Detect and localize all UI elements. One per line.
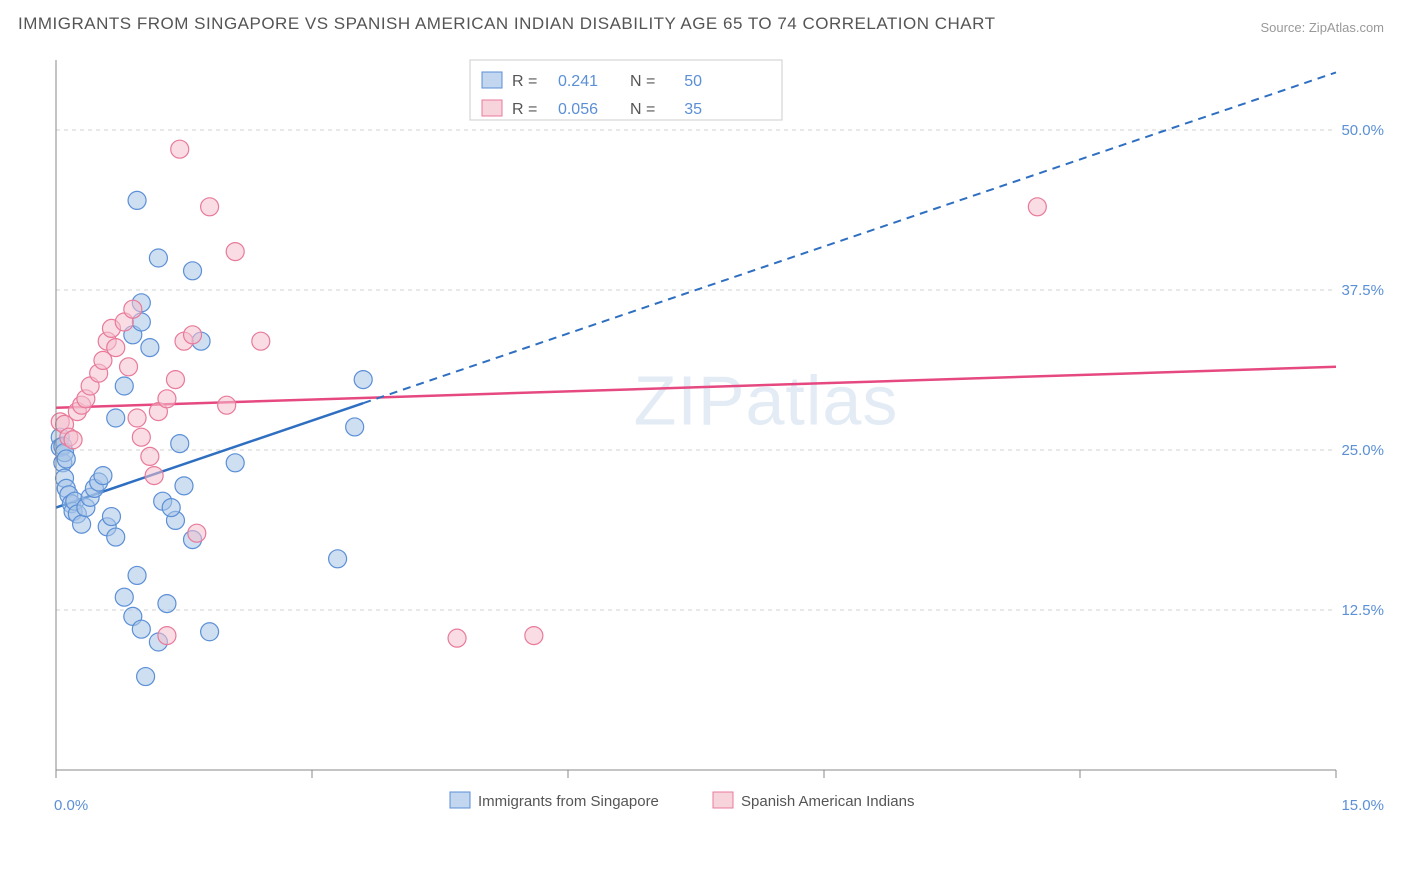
point-singapore [162, 499, 180, 517]
x-tick-label: 15.0% [1341, 797, 1384, 814]
legend-swatch-singapore [482, 72, 502, 88]
point-spanish [171, 140, 189, 158]
point-spanish [158, 627, 176, 645]
point-spanish [218, 396, 236, 414]
point-spanish [188, 524, 206, 542]
point-spanish [64, 431, 82, 449]
legend-r-label: R = [512, 101, 537, 118]
point-singapore [115, 377, 133, 395]
y-tick-label: 37.5% [1341, 282, 1384, 299]
point-singapore [346, 418, 364, 436]
point-singapore [226, 454, 244, 472]
point-spanish [252, 332, 270, 350]
y-tick-label: 25.0% [1341, 442, 1384, 459]
point-spanish [525, 627, 543, 645]
point-singapore [115, 588, 133, 606]
point-singapore [57, 450, 75, 468]
point-spanish [124, 300, 142, 318]
point-singapore [158, 595, 176, 613]
point-singapore [128, 191, 146, 209]
chart-svg: 12.5%25.0%37.5%50.0%ZIPatlas0.0%15.0%Dis… [50, 50, 1390, 820]
point-singapore [137, 668, 155, 686]
point-spanish [132, 428, 150, 446]
point-singapore [132, 620, 150, 638]
point-spanish [166, 371, 184, 389]
point-spanish [201, 198, 219, 216]
point-singapore [184, 262, 202, 280]
point-spanish [448, 629, 466, 647]
point-singapore [201, 623, 219, 641]
point-singapore [329, 550, 347, 568]
legend-n-value-spanish: 35 [684, 101, 702, 118]
point-singapore [149, 249, 167, 267]
point-singapore [94, 467, 112, 485]
y-tick-label: 12.5% [1341, 602, 1384, 619]
legend-r-label: R = [512, 73, 537, 90]
legend-n-value-singapore: 50 [684, 73, 702, 90]
legend-n-label: N = [630, 73, 655, 90]
point-spanish [128, 409, 146, 427]
point-spanish [226, 243, 244, 261]
bottom-swatch-singapore [450, 792, 470, 808]
bottom-legend-spanish: Spanish American Indians [741, 793, 914, 810]
bottom-legend-singapore: Immigrants from Singapore [478, 793, 659, 810]
point-singapore [141, 339, 159, 357]
point-singapore [107, 409, 125, 427]
point-singapore [171, 435, 189, 453]
point-singapore [354, 371, 372, 389]
trend-line-singapore-ext [363, 72, 1336, 403]
point-singapore [128, 566, 146, 584]
point-singapore [107, 528, 125, 546]
y-tick-label: 50.0% [1341, 122, 1384, 139]
legend-r-value-singapore: 0.241 [558, 73, 598, 90]
point-spanish [184, 326, 202, 344]
source-label: Source: ZipAtlas.com [1260, 20, 1384, 35]
watermark: ZIPatlas [634, 361, 899, 439]
point-spanish [107, 339, 125, 357]
legend-r-value-spanish: 0.056 [558, 101, 598, 118]
point-singapore [102, 508, 120, 526]
point-spanish [145, 467, 163, 485]
point-spanish [120, 358, 138, 376]
legend-n-label: N = [630, 101, 655, 118]
point-spanish [141, 447, 159, 465]
point-singapore [175, 477, 193, 495]
chart-title: IMMIGRANTS FROM SINGAPORE VS SPANISH AME… [18, 14, 995, 34]
point-singapore [73, 515, 91, 533]
x-tick-label: 0.0% [54, 797, 88, 814]
point-spanish [1028, 198, 1046, 216]
point-spanish [158, 390, 176, 408]
bottom-swatch-spanish [713, 792, 733, 808]
legend-swatch-spanish [482, 100, 502, 116]
